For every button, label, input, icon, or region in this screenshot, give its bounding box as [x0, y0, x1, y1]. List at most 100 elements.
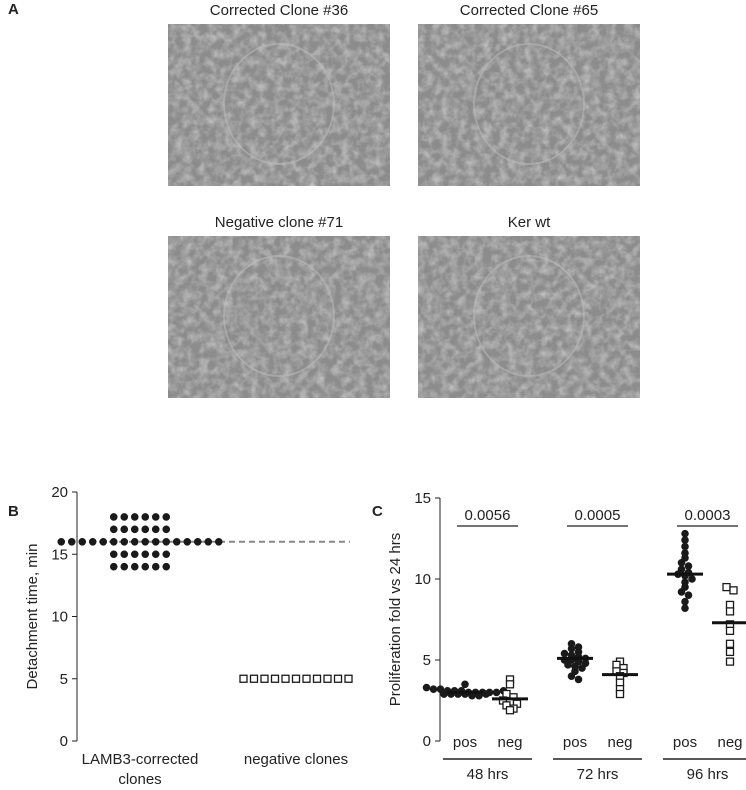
data-point — [204, 538, 213, 546]
cell-colony — [473, 43, 585, 165]
p-value: 0.0003 — [685, 507, 731, 524]
data-point — [725, 647, 735, 657]
cell-colony — [223, 255, 335, 377]
micrograph-caption: Corrected Clone #65 — [460, 2, 598, 19]
data-point — [492, 688, 501, 697]
data-point — [57, 538, 66, 546]
cell-colony — [473, 255, 585, 377]
micrograph-caption: Negative clone #71 — [215, 214, 343, 231]
data-point — [564, 661, 572, 669]
data-point — [109, 562, 118, 571]
x-tick-label: negative clones — [243, 751, 349, 768]
data-point — [162, 525, 171, 534]
x-tick-label: neg — [497, 734, 522, 751]
data-point — [725, 639, 735, 648]
data-point — [440, 690, 448, 698]
data-point — [461, 680, 469, 689]
micrograph — [418, 24, 640, 186]
data-point — [260, 674, 269, 683]
data-point — [333, 674, 343, 683]
data-point — [681, 604, 689, 612]
data-point — [422, 683, 431, 692]
data-point — [193, 538, 202, 546]
y-tick-label: 5 — [423, 652, 431, 669]
data-point — [615, 689, 625, 699]
data-point — [162, 550, 171, 559]
data-point — [291, 674, 301, 683]
y-axis-label: Proliferation fold vs 24 hrs — [387, 533, 404, 706]
panel-label: C — [372, 503, 383, 520]
data-point — [141, 538, 150, 546]
data-point — [567, 644, 576, 653]
data-point — [109, 538, 118, 546]
data-point — [312, 674, 322, 683]
data-point — [162, 562, 171, 571]
data-point — [505, 706, 515, 715]
y-tick-label: 0 — [423, 733, 431, 750]
data-point — [120, 538, 129, 546]
group-label: 48 hrs — [467, 766, 509, 783]
data-point — [677, 559, 686, 567]
data-point — [505, 680, 515, 689]
data-point — [78, 538, 87, 546]
data-point — [725, 657, 735, 666]
data-point — [162, 538, 171, 546]
p-value: 0.0005 — [575, 507, 621, 524]
data-point — [130, 562, 139, 571]
data-point — [141, 550, 150, 559]
data-point — [681, 542, 689, 551]
y-axis-label: Detachment time, min — [24, 544, 41, 690]
data-point — [684, 562, 693, 570]
data-point — [214, 538, 223, 546]
data-point — [120, 525, 129, 534]
data-point — [151, 513, 160, 521]
data-point — [141, 513, 150, 521]
x-tick-label: pos — [563, 734, 587, 751]
data-point — [99, 538, 108, 546]
micrograph-caption: Ker wt — [508, 214, 551, 231]
data-point — [130, 538, 139, 546]
data-point — [162, 513, 171, 521]
data-point — [681, 597, 689, 606]
data-point — [239, 674, 248, 683]
data-point — [729, 586, 738, 595]
micrograph — [168, 236, 390, 398]
data-point — [725, 626, 735, 635]
y-tick-label: 10 — [51, 609, 68, 626]
panel-label: B — [8, 503, 19, 520]
data-point — [681, 536, 689, 544]
y-tick-label: 15 — [414, 490, 431, 507]
data-point — [130, 525, 139, 534]
y-tick-label: 15 — [51, 546, 68, 563]
data-point — [183, 538, 192, 546]
data-point — [151, 538, 160, 546]
data-point — [172, 538, 181, 546]
data-point — [151, 550, 160, 559]
data-point — [574, 675, 583, 684]
x-tick-label: neg — [607, 734, 632, 751]
y-tick-label: 20 — [51, 484, 68, 501]
data-point — [681, 529, 689, 538]
data-point — [120, 562, 129, 571]
data-point — [722, 582, 731, 592]
data-point — [684, 591, 693, 600]
data-point — [429, 685, 438, 693]
y-tick-label: 0 — [60, 733, 68, 750]
data-point — [281, 674, 290, 683]
data-point — [151, 562, 160, 571]
data-point — [688, 575, 696, 583]
micrograph-caption: Corrected Clone #36 — [210, 2, 348, 19]
data-point — [578, 664, 586, 672]
data-point — [560, 649, 569, 658]
panel-label: A — [8, 1, 19, 18]
data-point — [109, 513, 118, 521]
data-point — [67, 538, 76, 546]
micrograph — [168, 24, 390, 186]
group-label: 72 hrs — [577, 766, 619, 783]
x-tick-label: pos — [453, 734, 477, 751]
data-point — [120, 513, 129, 521]
data-point — [109, 550, 118, 559]
x-tick-label: LAMB3-corrected clones — [81, 751, 199, 788]
